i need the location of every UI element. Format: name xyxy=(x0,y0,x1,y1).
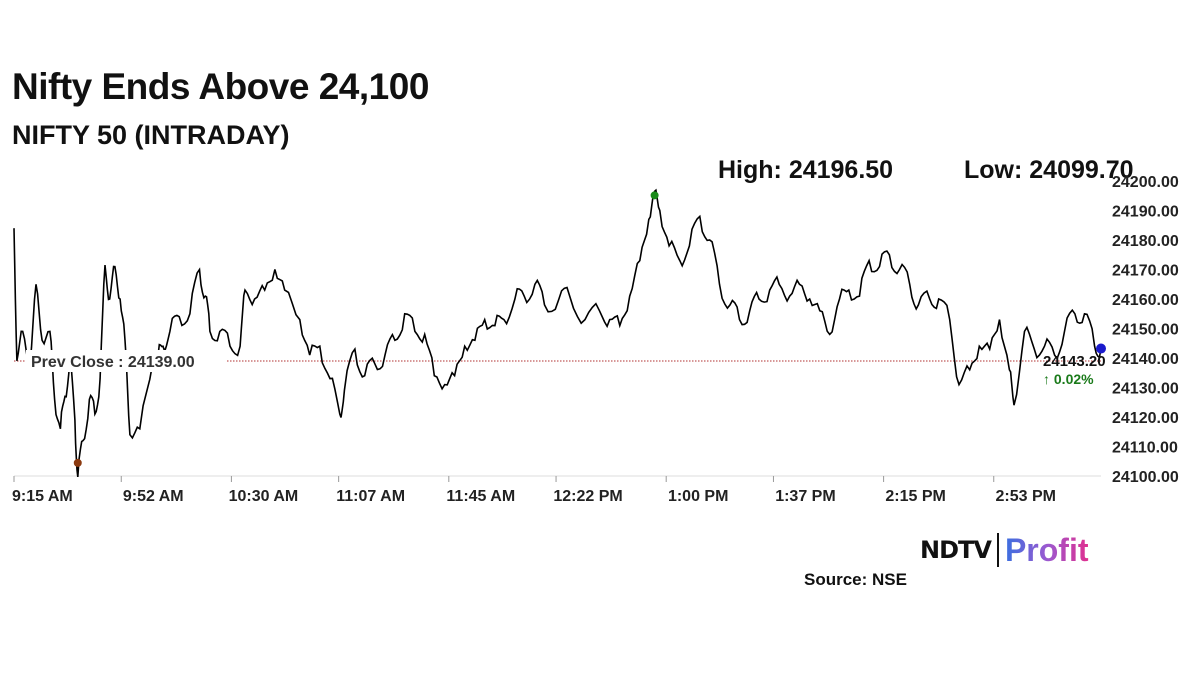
y-tick-label: 24120.00 xyxy=(1112,410,1179,427)
logo-ndtv: NDTV xyxy=(920,536,992,564)
y-tick-label: 24130.00 xyxy=(1112,381,1179,398)
y-tick-label: 24160.00 xyxy=(1112,292,1179,309)
y-tick-label: 24100.00 xyxy=(1112,469,1179,486)
change-label: ↑ 0.02% xyxy=(1043,371,1094,387)
low-label: Low: 24099.70 xyxy=(964,156,1134,184)
x-tick-label: 11:45 AM xyxy=(446,488,515,505)
x-tick-label: 9:52 AM xyxy=(123,488,184,505)
last-value-marker xyxy=(1096,343,1106,354)
x-tick-label: 2:15 PM xyxy=(885,488,945,505)
logo-divider xyxy=(996,533,999,567)
y-tick-label: 24150.00 xyxy=(1112,322,1179,339)
x-tick-label: 9:15 AM xyxy=(12,488,73,505)
x-tick-label: 10:30 AM xyxy=(229,488,299,505)
y-tick-label: 24110.00 xyxy=(1112,440,1178,457)
x-tick-label: 1:00 PM xyxy=(668,488,728,505)
high-label: High: 24196.50 xyxy=(718,156,894,184)
ndtv-profit-logo: NDTV Profit xyxy=(920,532,1089,568)
y-tick-label: 24180.00 xyxy=(1112,233,1179,250)
chart-subtitle: NIFTY 50 (INTRADAY) xyxy=(12,120,290,150)
x-tick-label: 11:07 AM xyxy=(336,488,405,505)
x-tick-label: 2:53 PM xyxy=(996,488,1056,505)
y-tick-label: 24190.00 xyxy=(1112,204,1179,221)
chart-title: Nifty Ends Above 24,100 xyxy=(12,66,429,107)
low-marker xyxy=(73,458,82,467)
y-tick-label: 24170.00 xyxy=(1112,263,1179,280)
last-value-label: 24143.20 xyxy=(1043,353,1106,370)
prev-close-label-bg xyxy=(26,350,226,372)
x-tick-label: 12:22 PM xyxy=(553,488,622,505)
logo-profit: Profit xyxy=(1004,531,1089,568)
x-tick-label: 1:37 PM xyxy=(775,488,835,505)
y-tick-label: 24200.00 xyxy=(1112,174,1179,191)
high-marker xyxy=(650,191,659,200)
prev-close-label: Prev Close : 24139.00 xyxy=(31,354,195,371)
nifty-line xyxy=(13,188,1102,477)
y-tick-label: 24140.00 xyxy=(1112,351,1179,368)
source-label: Source: NSE xyxy=(804,570,907,589)
